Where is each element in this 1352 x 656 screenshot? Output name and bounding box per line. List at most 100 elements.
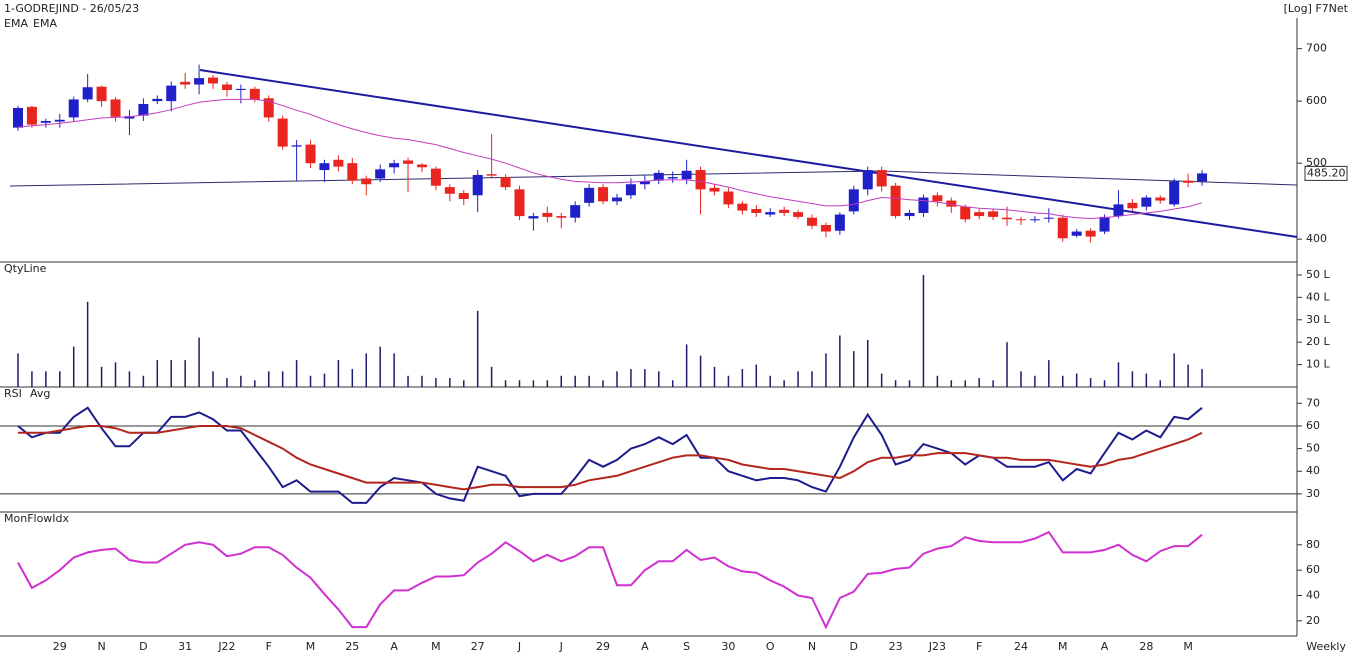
bar (1187, 364, 1189, 387)
bar (504, 380, 507, 387)
candle-body (430, 168, 441, 186)
candle-body (333, 159, 344, 167)
chart-title: 1-GODREJIND - 26/05/23 (4, 2, 139, 15)
bar (490, 366, 493, 387)
bar (281, 371, 284, 387)
candle-body (779, 209, 790, 213)
bar (476, 310, 479, 387)
bar (449, 378, 451, 387)
candle-body (54, 119, 65, 122)
candle-body (765, 212, 776, 215)
candle-body (695, 170, 706, 190)
candle-body (305, 144, 316, 164)
candle-body (1015, 219, 1026, 221)
candle-body (946, 200, 957, 207)
bar (671, 380, 674, 387)
candle-body (486, 174, 497, 176)
x-tick-label: 27 (471, 640, 485, 653)
bar (1020, 371, 1022, 387)
x-tick-label: 23 (889, 640, 903, 653)
bar (922, 274, 925, 387)
candle-body (444, 187, 455, 194)
bar (741, 369, 744, 387)
bar (114, 362, 117, 387)
bar (992, 380, 994, 387)
x-tick-label: M (1183, 640, 1193, 653)
y-tick-label: 40 (1306, 464, 1320, 477)
bar (755, 364, 758, 387)
series-line (17, 406, 1203, 504)
x-tick-label: 29 (53, 640, 67, 653)
y-tick-label: 50 (1306, 442, 1320, 455)
bar (86, 301, 89, 387)
bar (198, 337, 200, 387)
candle-body (653, 172, 664, 181)
bar (783, 380, 785, 387)
candle-body (918, 197, 929, 213)
x-tick-label: 30 (721, 640, 735, 653)
bar (699, 355, 702, 387)
bar (128, 371, 131, 387)
x-axis-label: Weekly (1306, 640, 1346, 653)
candle-body (556, 216, 567, 218)
price-box (1304, 165, 1348, 181)
bar (323, 373, 326, 387)
bar (309, 375, 312, 387)
candle-body (1197, 173, 1208, 182)
y-tick-label: 600 (1306, 94, 1327, 107)
candle-body (709, 187, 720, 192)
panel-title: QtyLine (4, 262, 47, 275)
candle-body (416, 164, 427, 168)
bar (950, 380, 953, 387)
bar (72, 346, 75, 387)
candle-body (82, 87, 93, 100)
candle-body (862, 170, 873, 190)
bar (658, 371, 660, 387)
y-tick-label: 70 (1306, 396, 1320, 409)
bar (546, 380, 549, 387)
bar (254, 380, 256, 387)
candle-body (96, 86, 107, 102)
candle-body (194, 78, 205, 85)
bar (1089, 378, 1092, 387)
y-tick-label: 20 (1306, 614, 1320, 627)
candle-body (723, 191, 734, 205)
bar (295, 360, 298, 387)
candle-body (960, 206, 971, 220)
x-tick-label: J (559, 640, 563, 653)
candle-body (1113, 204, 1124, 217)
candle-body (277, 118, 288, 147)
candle-body (751, 209, 762, 213)
bar (853, 351, 855, 387)
candle-body (1099, 216, 1110, 232)
candle-body (1057, 217, 1068, 239)
bar (574, 375, 576, 387)
candle-body (389, 163, 400, 168)
series-line (18, 425, 1203, 491)
bar (713, 366, 716, 387)
x-tick-label: A (1101, 640, 1109, 653)
candle-body (1002, 217, 1013, 220)
bar (156, 360, 159, 387)
bar (1048, 360, 1050, 387)
candle-body (361, 178, 372, 185)
x-tick-label: A (641, 640, 649, 653)
bar (365, 353, 367, 387)
candle-body (667, 177, 678, 179)
candle-body (319, 163, 330, 171)
bar (1131, 371, 1134, 387)
bar (407, 375, 409, 387)
bar (59, 371, 61, 387)
bar (45, 371, 47, 387)
candle-body (1071, 231, 1082, 236)
x-tick-label: M (1058, 640, 1068, 653)
candle-body (625, 184, 636, 196)
candle-body (1183, 180, 1194, 183)
bar (880, 373, 883, 387)
bar (1145, 373, 1148, 387)
y-tick-label: 10 L (1306, 358, 1330, 371)
bar (1103, 380, 1106, 387)
bar (393, 353, 395, 387)
x-tick-label: M (431, 640, 441, 653)
candle-body (514, 189, 525, 217)
